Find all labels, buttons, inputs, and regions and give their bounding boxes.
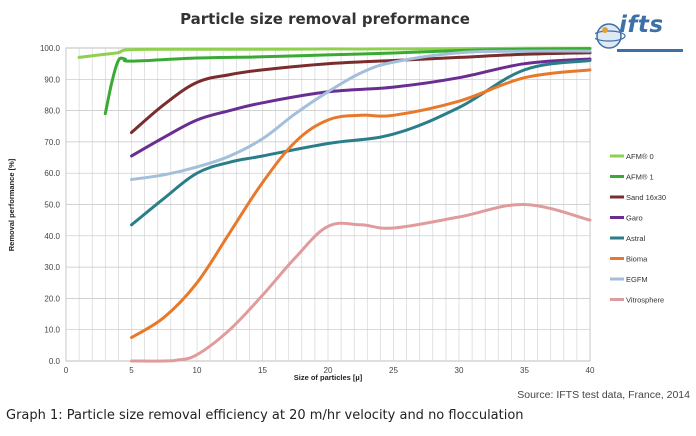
ifts-logo-icon bbox=[595, 23, 683, 52]
y-tick-label: 70.0 bbox=[44, 138, 60, 147]
x-tick-label: 10 bbox=[193, 366, 202, 375]
x-tick-label: 30 bbox=[455, 366, 464, 375]
legend-label-egfm: EGFM bbox=[626, 275, 648, 284]
x-tick-label: 5 bbox=[129, 366, 134, 375]
series-line-afm-0 bbox=[77, 46, 592, 59]
y-tick-label: 40.0 bbox=[44, 232, 60, 241]
y-tick-label: 60.0 bbox=[44, 169, 60, 178]
series-line-astral bbox=[130, 59, 592, 227]
legend-label-astral: Astral bbox=[626, 234, 646, 243]
y-tick-label: 30.0 bbox=[44, 263, 60, 272]
legend-label-bioma: Bioma bbox=[626, 255, 648, 264]
chart-legend: AFM® 0 AFM® 1 Sand 16x30 Garo Astral Bioma EGF… bbox=[610, 152, 666, 305]
y-tick-label: 10.0 bbox=[44, 326, 60, 335]
x-tick-label: 15 bbox=[258, 366, 267, 375]
chart-title: Particle size removal preformance bbox=[180, 10, 470, 28]
y-axis-title: Removal performance [%] bbox=[7, 158, 16, 251]
chart-series bbox=[77, 46, 592, 363]
y-tick-label: 100.0 bbox=[40, 44, 61, 53]
y-tick-label: 20.0 bbox=[44, 294, 60, 303]
legend-label-vitrosphere: Vitrosphere bbox=[626, 296, 664, 305]
line-chart: 0 5 10 15 20 25 30 35 40 0.0 10.0 20.0 30.0 40.0 50.0 6… bbox=[7, 44, 666, 382]
x-tick-label: 0 bbox=[64, 366, 69, 375]
chart-axes: 0 5 10 15 20 25 30 35 40 0.0 10.0 20.0 30.0 40.0 50.0 6… bbox=[40, 44, 595, 375]
series-line-egfm bbox=[130, 49, 592, 181]
x-axis-title: Size of particles [µ] bbox=[294, 373, 363, 382]
legend-label-afm-0: AFM® 0 bbox=[626, 152, 654, 161]
legend-label-sand-16x30: Sand 16x30 bbox=[626, 193, 666, 202]
series-line-bioma bbox=[130, 68, 592, 339]
series-line-afm-1 bbox=[103, 47, 592, 116]
source-note: Source: IFTS test data, France, 2014 bbox=[517, 389, 690, 401]
figure-caption: Graph 1: Particle size removal efficienc… bbox=[6, 408, 524, 423]
y-tick-label: 0.0 bbox=[49, 357, 61, 366]
x-tick-label: 40 bbox=[586, 366, 595, 375]
y-tick-label: 90.0 bbox=[44, 75, 60, 84]
series-line-garo bbox=[130, 57, 592, 158]
legend-label-garo: Garo bbox=[626, 214, 643, 223]
y-tick-label: 50.0 bbox=[44, 201, 60, 210]
y-tick-label: 80.0 bbox=[44, 107, 60, 116]
series-line-sand-16x30 bbox=[130, 51, 592, 134]
x-tick-label: 25 bbox=[389, 366, 398, 375]
chart-grid bbox=[65, 47, 591, 362]
ifts-logo-text: ifts bbox=[619, 12, 664, 38]
series-line-vitrosphere bbox=[130, 202, 592, 363]
x-tick-label: 20 bbox=[324, 366, 333, 375]
legend-label-afm-1: AFM® 1 bbox=[626, 173, 654, 182]
x-tick-label: 35 bbox=[520, 366, 529, 375]
